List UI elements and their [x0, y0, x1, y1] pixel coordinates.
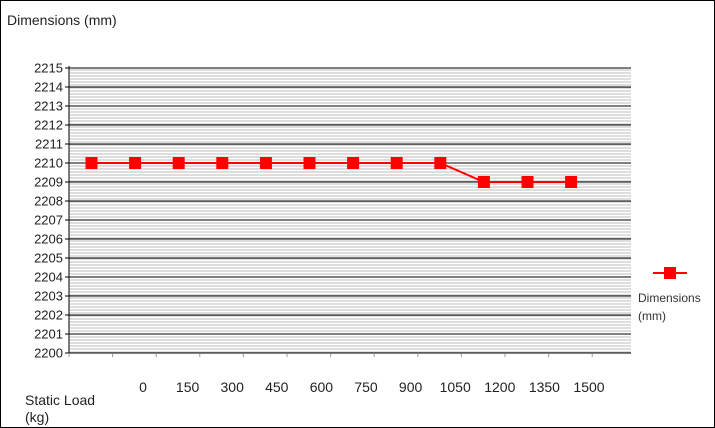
- data-point-marker: [259, 157, 272, 169]
- data-point-marker: [521, 176, 534, 188]
- x-tick-label: 150: [176, 379, 200, 395]
- y-tick-label: 2208: [34, 194, 63, 209]
- x-axis-title: Static Load: [25, 392, 95, 408]
- y-tick-label: 2211: [35, 137, 63, 152]
- data-point-marker: [303, 157, 316, 169]
- data-point-marker: [390, 157, 403, 169]
- legend-marker: [664, 267, 676, 279]
- y-tick-label: 2206: [34, 232, 63, 247]
- x-tick-label: 1200: [484, 379, 515, 395]
- y-tick-label: 2207: [34, 213, 63, 228]
- data-point-marker: [477, 176, 490, 188]
- y-tick-label: 2202: [34, 308, 63, 323]
- y-tick-label: 2201: [34, 327, 63, 342]
- data-point-marker: [565, 176, 578, 188]
- data-point-marker: [216, 157, 229, 169]
- y-tick-label: 2215: [34, 61, 63, 76]
- data-point-marker: [85, 157, 98, 169]
- data-point-marker: [347, 157, 360, 169]
- data-point-marker: [172, 157, 185, 169]
- y-tick-label: 2209: [34, 175, 63, 190]
- series-line: [91, 162, 572, 183]
- x-tick-label: 1050: [440, 379, 471, 395]
- data-point-marker: [129, 157, 142, 169]
- x-tick-label: 1500: [573, 379, 604, 395]
- y-tick-label: 2214: [34, 80, 63, 95]
- y-tick-label: 2203: [34, 289, 63, 304]
- x-tick-label: 0: [139, 379, 147, 395]
- data-point-marker: [434, 157, 447, 169]
- y-tick-label: 2205: [34, 251, 63, 266]
- legend-label: (mm): [638, 309, 666, 323]
- y-tick-label: 2212: [34, 118, 63, 133]
- x-tick-label: 300: [221, 379, 245, 395]
- y-tick-label: 2213: [34, 99, 63, 114]
- x-axis-title: (kg): [25, 409, 49, 425]
- chart-title: Dimensions (mm): [7, 12, 117, 28]
- x-tick-label: 1350: [529, 379, 560, 395]
- y-tick-label: 2210: [34, 156, 63, 171]
- x-tick-label: 900: [399, 379, 423, 395]
- x-tick-label: 450: [265, 379, 289, 395]
- x-tick-label: 750: [354, 379, 378, 395]
- y-tick-label: 2200: [34, 346, 63, 361]
- y-tick-label: 2204: [34, 270, 63, 285]
- legend-label: Dimensions: [638, 291, 701, 305]
- x-tick-label: 600: [310, 379, 334, 395]
